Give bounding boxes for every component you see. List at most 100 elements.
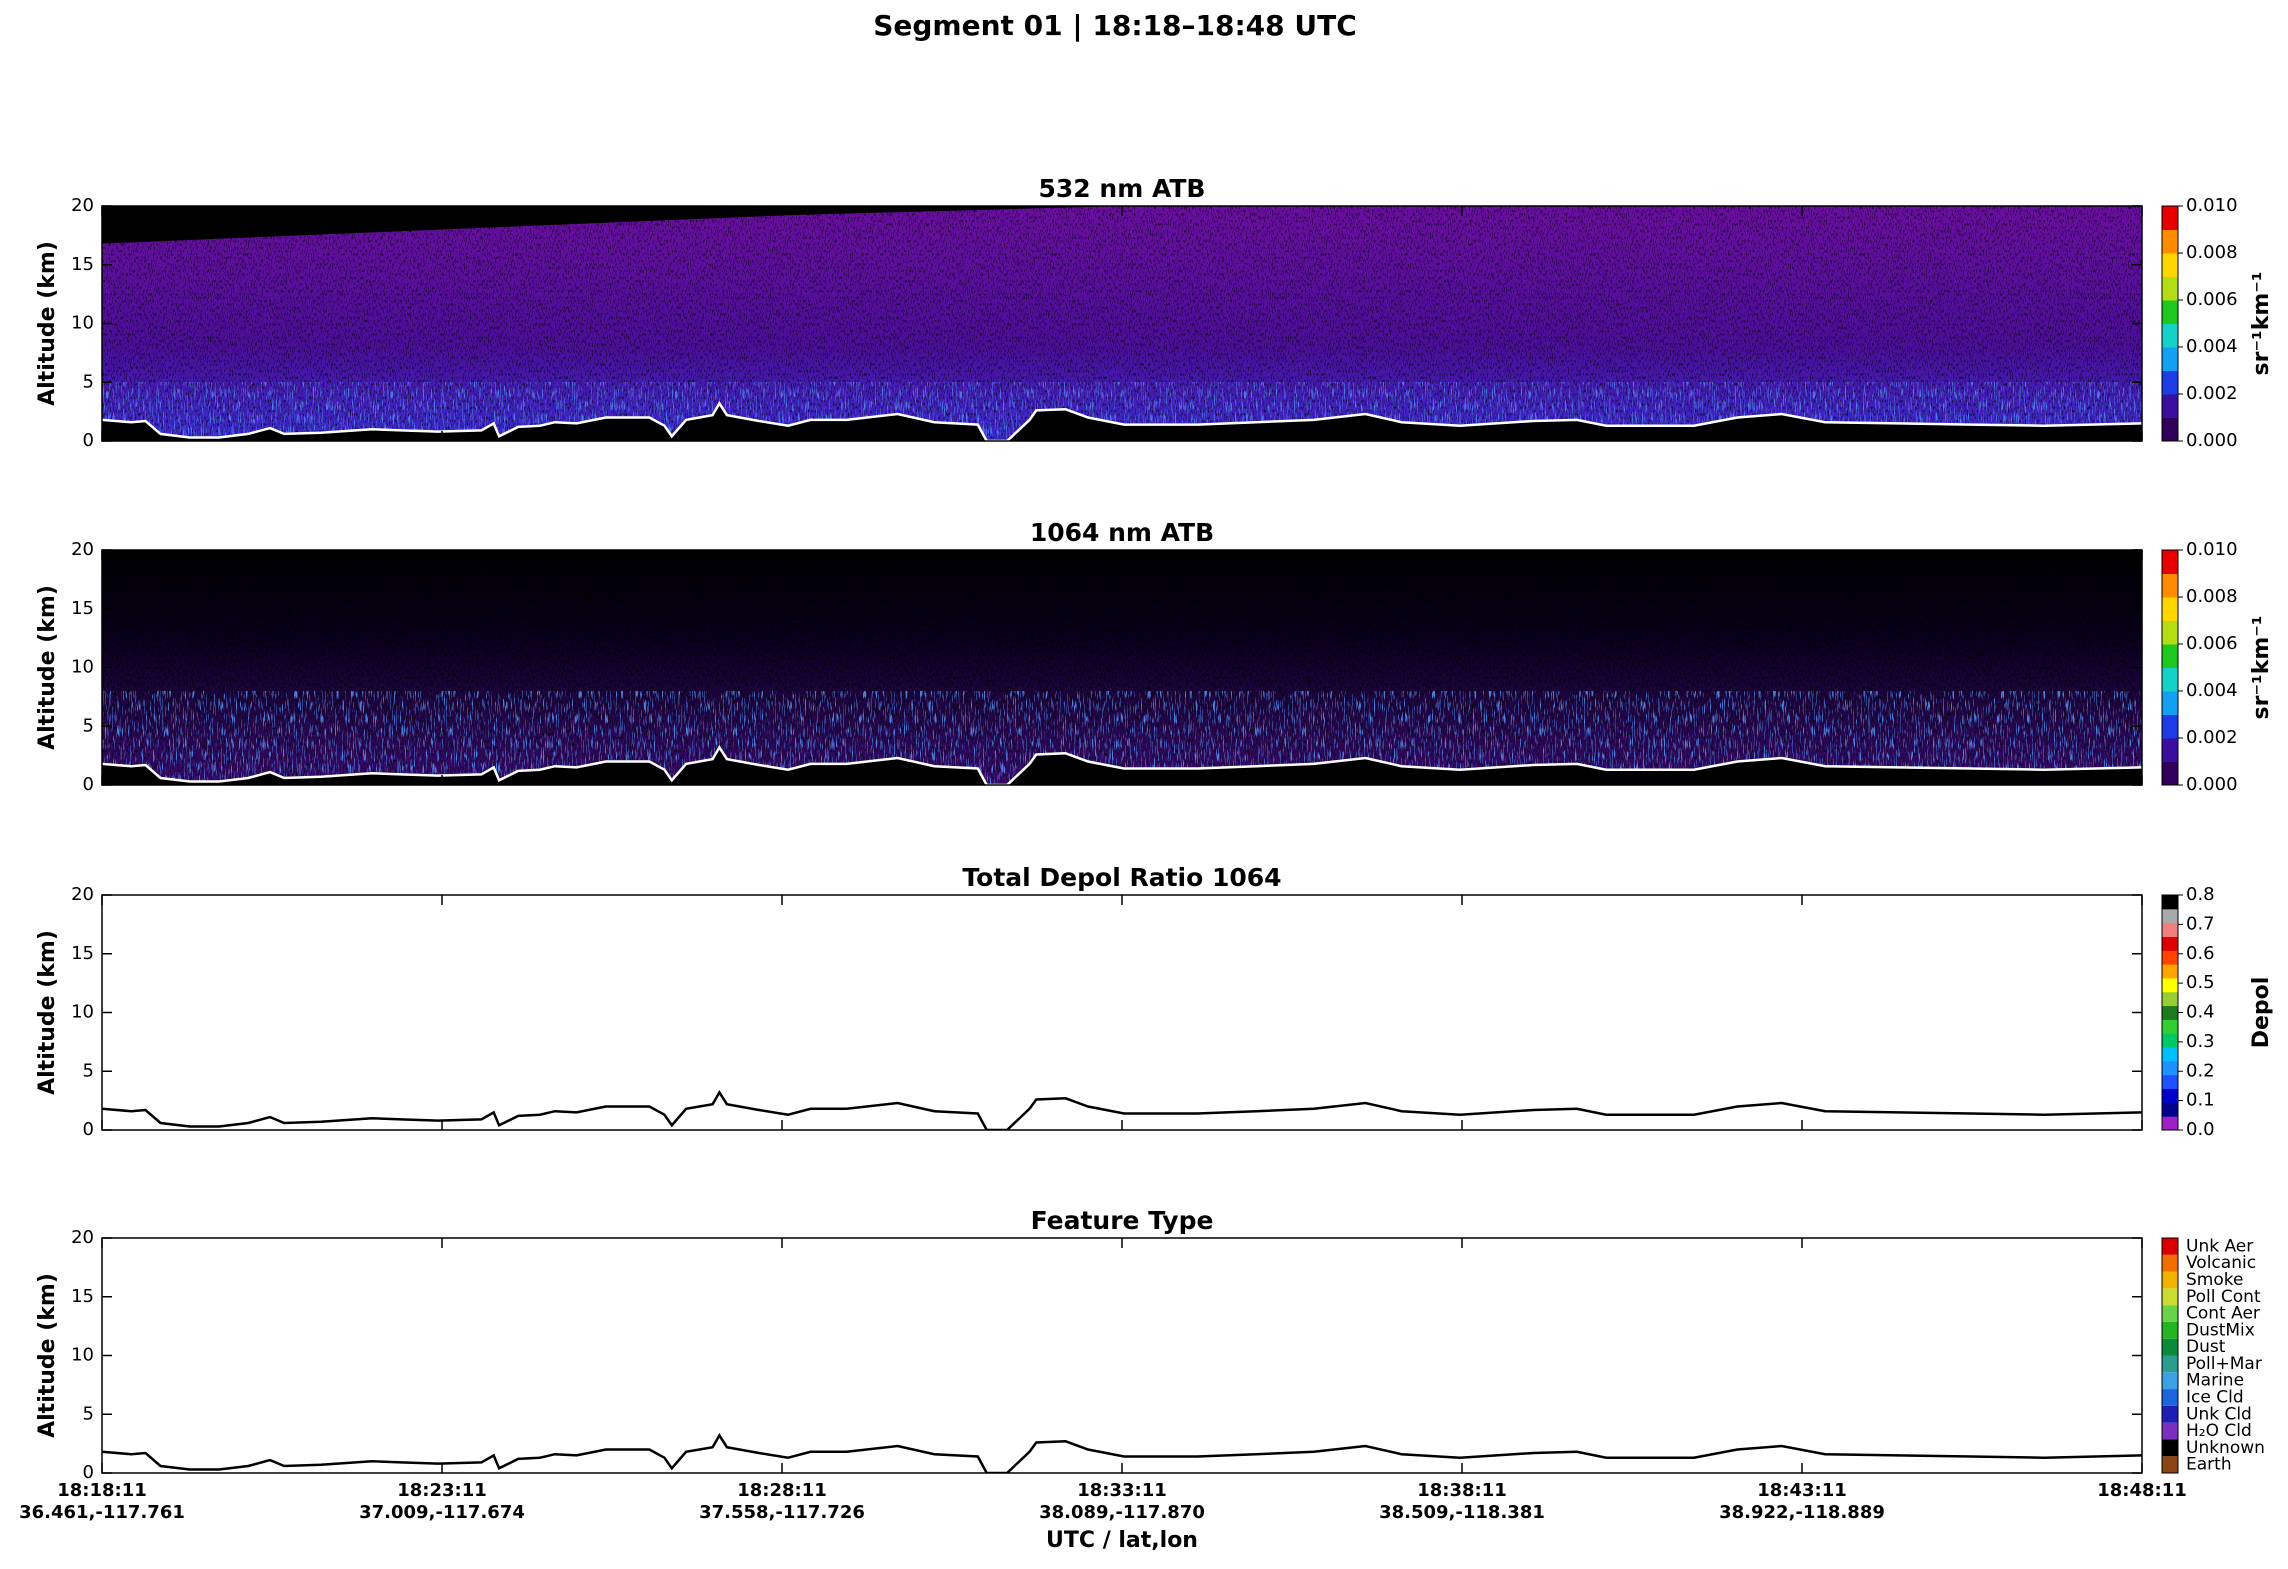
- colorbar-swatch: [2162, 1019, 2178, 1034]
- colorbar-tick-label: 0.8: [2186, 884, 2215, 905]
- plot-area: [102, 206, 2142, 441]
- colorbar-tick-label: 0.000: [2186, 430, 2238, 451]
- panel-title: 532 nm ATB: [1039, 174, 1206, 203]
- colorbar-tick-label: 0.2: [2186, 1060, 2215, 1081]
- y-tick-label: 15: [71, 254, 94, 275]
- colorbar-tick-label: 0.006: [2186, 289, 2238, 310]
- colorbar-swatch: [2162, 370, 2178, 395]
- figure-title: Segment 01 | 18:18–18:48 UTC: [873, 9, 1357, 42]
- colorbar-tick-label: 0.7: [2186, 913, 2215, 934]
- colorbar-swatch: [2162, 1422, 2178, 1440]
- colorbar-swatch: [2162, 300, 2178, 324]
- colorbar-tick-label: 0.4: [2186, 1002, 2215, 1023]
- y-tick-label: 10: [71, 1002, 94, 1023]
- colorbar-swatch: [2162, 1116, 2178, 1131]
- colorbar-tick-label: 0.002: [2186, 383, 2238, 404]
- colorbar-label: sr⁻¹km⁻¹: [2249, 616, 2274, 720]
- colorbar-swatch: [2162, 323, 2178, 348]
- colorbar-swatch: [2162, 597, 2178, 621]
- colorbar-swatch: [2162, 347, 2178, 371]
- surface-line: [102, 745, 2142, 785]
- x-tick-label: 18:18:11: [57, 1480, 147, 1501]
- colorbar-tick-label: 0.004: [2186, 336, 2238, 357]
- colorbar-class: Marine: [2186, 1371, 2244, 1391]
- colorbar-swatch: [2162, 950, 2178, 965]
- x-tick-label: 18:48:11: [2097, 1480, 2187, 1501]
- y-tick-label: 10: [71, 1345, 94, 1366]
- colorbar-swatch: [2162, 620, 2178, 645]
- surface-line: [102, 1089, 2142, 1130]
- colorbar-class: Smoke: [2186, 1270, 2243, 1290]
- colorbar-tick-label: 0.008: [2186, 242, 2238, 263]
- colorbar-swatch: [2162, 1005, 2178, 1020]
- colorbar-swatch: [2162, 1254, 2178, 1272]
- colorbar-swatch: [2162, 1088, 2178, 1103]
- colorbar-swatch: [2162, 206, 2178, 230]
- plot-area: [102, 1432, 2142, 1473]
- colorbar-swatch: [2162, 667, 2178, 692]
- y-tick-label: 20: [71, 884, 94, 905]
- colorbar-swatch: [2162, 550, 2178, 574]
- y-tick-label: 15: [71, 598, 94, 619]
- y-tick-label: 10: [71, 657, 94, 678]
- x-tick-label: 18:38:11: [1417, 1480, 1507, 1501]
- y-tick-label: 0: [83, 1119, 94, 1140]
- y-tick-label: 15: [71, 943, 94, 964]
- colorbar-swatch: [2162, 1102, 2178, 1117]
- colorbar-swatch: [2162, 922, 2178, 937]
- y-axis-label: Altitude (km): [35, 930, 60, 1095]
- colorbar-tick-label: 0.010: [2186, 539, 2238, 560]
- colorbar-swatch: [2162, 394, 2178, 418]
- colorbar-tick-label: 0.000: [2186, 774, 2238, 795]
- colorbar-swatch: [2162, 1372, 2178, 1390]
- y-tick-label: 5: [83, 715, 94, 736]
- y-tick-label: 20: [71, 539, 94, 560]
- colorbar-tick-label: 0.3: [2186, 1031, 2215, 1052]
- colorbar-tick-label: 0.6: [2186, 943, 2215, 964]
- colorbar-swatch: [2162, 1321, 2178, 1339]
- colorbar-swatch: [2162, 1047, 2178, 1062]
- y-tick-label: 20: [71, 195, 94, 216]
- x-tick-location: 38.089,-117.870: [1039, 1502, 1205, 1523]
- y-tick-label: 5: [83, 1403, 94, 1424]
- colorbar-swatch: [2162, 936, 2178, 951]
- colorbar-swatch: [2162, 573, 2178, 598]
- colorbar-class: Cont Aer: [2186, 1304, 2260, 1324]
- colorbar-tick-label: 0.002: [2186, 727, 2238, 748]
- colorbar-class: Unknown: [2186, 1438, 2265, 1458]
- colorbar-swatch: [2162, 1439, 2178, 1457]
- x-tick-location: 36.461,-117.761: [19, 1502, 185, 1523]
- plot-frame: [101, 894, 2143, 1131]
- surface-line: [102, 401, 2142, 441]
- y-axis-label: Altitude (km): [35, 241, 60, 406]
- colorbar-swatch: [2162, 276, 2178, 301]
- y-tick-label: 10: [71, 313, 94, 334]
- colorbar-swatch: [2162, 1238, 2178, 1255]
- colorbar-tick-label: 0.004: [2186, 680, 2238, 701]
- colorbar-swatch: [2162, 1405, 2178, 1423]
- colorbar-class: Volcanic: [2186, 1253, 2256, 1273]
- colorbar-class: Unk Aer: [2186, 1236, 2253, 1256]
- surface-line: [102, 1432, 2142, 1473]
- plot-area: [102, 550, 2142, 785]
- colorbar-swatch: [2162, 714, 2178, 739]
- colorbar-class: Poll Cont: [2186, 1287, 2261, 1307]
- colorbar-swatch: [2162, 977, 2178, 993]
- x-tick-label: 18:28:11: [737, 1480, 827, 1501]
- colorbar-class: Ice Cld: [2186, 1387, 2244, 1407]
- colorbar-tick-label: 0.1: [2186, 1090, 2215, 1111]
- colorbar-swatch: [2162, 1456, 2178, 1473]
- ground: [102, 403, 2142, 441]
- plot-frame: [101, 1237, 2143, 1474]
- x-tick-location: 37.009,-117.674: [359, 1502, 525, 1523]
- colorbar-swatch: [2162, 908, 2178, 924]
- y-axis-label: Altitude (km): [35, 585, 60, 750]
- colorbar-frame: [2161, 894, 2179, 1131]
- x-tick-location: 38.922,-118.889: [1719, 1502, 1885, 1523]
- colorbar-tick-label: 0.010: [2186, 195, 2238, 216]
- x-axis-label: UTC / lat,lon: [1046, 1528, 1198, 1553]
- colorbar-tick-label: 0.0: [2186, 1119, 2215, 1140]
- y-tick-label: 0: [83, 774, 94, 795]
